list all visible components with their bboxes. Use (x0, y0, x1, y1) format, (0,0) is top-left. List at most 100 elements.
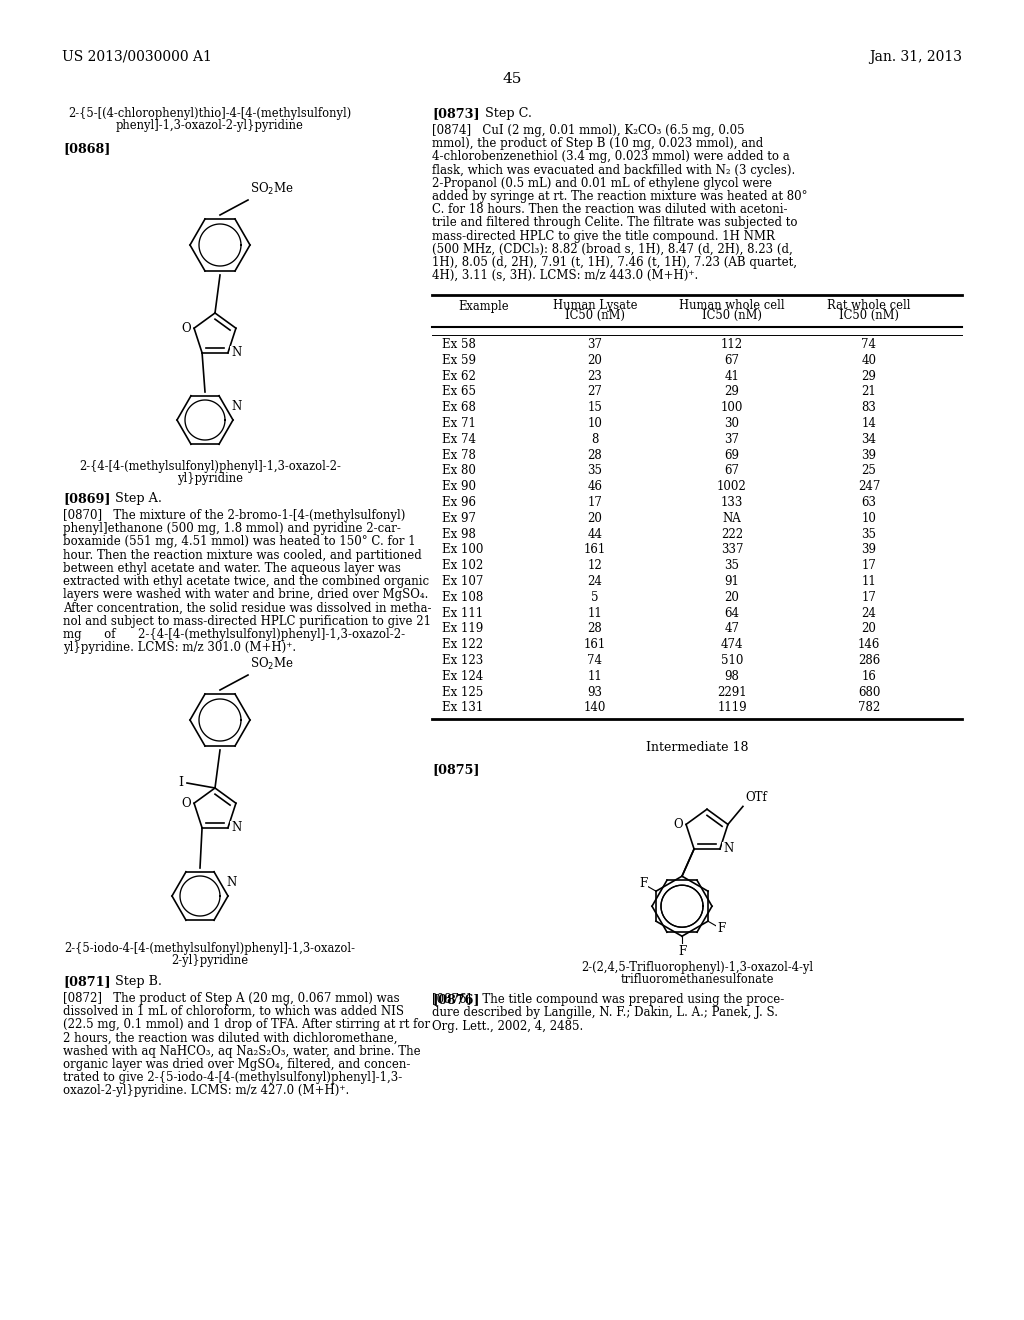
Text: 133: 133 (721, 496, 743, 510)
Text: Ex 100: Ex 100 (442, 544, 483, 557)
Text: 16: 16 (861, 669, 877, 682)
Text: yl}pyridine. LCMS: m/z 301.0 (M+H)⁺.: yl}pyridine. LCMS: m/z 301.0 (M+H)⁺. (63, 642, 296, 653)
Text: layers were washed with water and brine, dried over MgSO₄.: layers were washed with water and brine,… (63, 589, 428, 601)
Text: [0876]: [0876] (432, 993, 479, 1006)
Text: IC50 (nM): IC50 (nM) (839, 309, 899, 322)
Text: Example: Example (459, 300, 509, 313)
Text: IC50 (nM): IC50 (nM) (702, 309, 762, 322)
Text: 2 hours, the reaction was diluted with dichloromethane,: 2 hours, the reaction was diluted with d… (63, 1032, 397, 1044)
Text: 140: 140 (584, 701, 606, 714)
Text: 29: 29 (861, 370, 877, 383)
Text: Step B.: Step B. (115, 975, 162, 987)
Text: [0875]: [0875] (432, 763, 479, 776)
Text: 510: 510 (721, 653, 743, 667)
Text: 782: 782 (858, 701, 880, 714)
Text: [0872]   The product of Step A (20 mg, 0.067 mmol) was: [0872] The product of Step A (20 mg, 0.0… (63, 993, 399, 1005)
Text: oxazol-2-yl}pyridine. LCMS: m/z 427.0 (M+H)⁺.: oxazol-2-yl}pyridine. LCMS: m/z 427.0 (M… (63, 1085, 349, 1097)
Text: Ex 71: Ex 71 (442, 417, 476, 430)
Text: [0871]: [0871] (63, 975, 111, 987)
Text: 680: 680 (858, 685, 881, 698)
Text: 28: 28 (588, 449, 602, 462)
Text: 44: 44 (588, 528, 602, 541)
Text: 474: 474 (721, 638, 743, 651)
Text: washed with aq NaHCO₃, aq Na₂S₂O₃, water, and brine. The: washed with aq NaHCO₃, aq Na₂S₂O₃, water… (63, 1045, 421, 1057)
Text: N: N (723, 842, 733, 855)
Text: F: F (678, 945, 686, 958)
Text: Human Lysate: Human Lysate (553, 300, 637, 312)
Text: Ex 111: Ex 111 (442, 607, 483, 619)
Text: N: N (231, 821, 242, 834)
Text: 2291: 2291 (717, 685, 746, 698)
Text: 98: 98 (725, 669, 739, 682)
Text: 35: 35 (861, 528, 877, 541)
Text: 11: 11 (588, 669, 602, 682)
Text: 2-{4-[4-(methylsulfonyl)phenyl]-1,3-oxazol-2-: 2-{4-[4-(methylsulfonyl)phenyl]-1,3-oxaz… (79, 459, 341, 473)
Text: Ex 68: Ex 68 (442, 401, 476, 414)
Text: Ex 124: Ex 124 (442, 669, 483, 682)
Text: 2-(2,4,5-Trifluorophenyl)-1,3-oxazol-4-yl: 2-(2,4,5-Trifluorophenyl)-1,3-oxazol-4-y… (581, 961, 813, 974)
Text: organic layer was dried over MgSO₄, filtered, and concen-: organic layer was dried over MgSO₄, filt… (63, 1059, 411, 1071)
Text: Intermediate 18: Intermediate 18 (646, 742, 749, 754)
Text: mmol), the product of Step B (10 mg, 0.023 mmol), and: mmol), the product of Step B (10 mg, 0.0… (432, 137, 763, 150)
Text: SO$_2$Me: SO$_2$Me (250, 656, 294, 672)
Text: 21: 21 (861, 385, 877, 399)
Text: 20: 20 (588, 354, 602, 367)
Text: F: F (639, 878, 647, 890)
Text: N: N (231, 400, 242, 412)
Text: 14: 14 (861, 417, 877, 430)
Text: 29: 29 (725, 385, 739, 399)
Text: After concentration, the solid residue was dissolved in metha-: After concentration, the solid residue w… (63, 602, 431, 614)
Text: 2-{5-iodo-4-[4-(methylsulfonyl)phenyl]-1,3-oxazol-: 2-{5-iodo-4-[4-(methylsulfonyl)phenyl]-1… (65, 942, 355, 954)
Text: Ex 90: Ex 90 (442, 480, 476, 494)
Text: 27: 27 (588, 385, 602, 399)
Text: 100: 100 (721, 401, 743, 414)
Text: Ex 108: Ex 108 (442, 591, 483, 603)
Text: mass-directed HPLC to give the title compound. 1H NMR: mass-directed HPLC to give the title com… (432, 230, 775, 243)
Text: N: N (226, 875, 237, 888)
Text: US 2013/0030000 A1: US 2013/0030000 A1 (62, 50, 212, 63)
Text: 5: 5 (591, 591, 599, 603)
Text: 39: 39 (861, 449, 877, 462)
Text: 67: 67 (725, 465, 739, 478)
Text: 37: 37 (725, 433, 739, 446)
Text: 35: 35 (725, 560, 739, 572)
Text: between ethyl acetate and water. The aqueous layer was: between ethyl acetate and water. The aqu… (63, 562, 400, 574)
Text: Ex 78: Ex 78 (442, 449, 476, 462)
Text: Ex 74: Ex 74 (442, 433, 476, 446)
Text: Org. Lett., 2002, 4, 2485.: Org. Lett., 2002, 4, 2485. (432, 1019, 584, 1032)
Text: Ex 131: Ex 131 (442, 701, 483, 714)
Text: 83: 83 (861, 401, 877, 414)
Text: 1002: 1002 (717, 480, 746, 494)
Text: 146: 146 (858, 638, 881, 651)
Text: Ex 102: Ex 102 (442, 560, 483, 572)
Text: Ex 97: Ex 97 (442, 512, 476, 525)
Text: added by syringe at rt. The reaction mixture was heated at 80°: added by syringe at rt. The reaction mix… (432, 190, 808, 203)
Text: 2-{5-[(4-chlorophenyl)thio]-4-[4-(methylsulfonyl): 2-{5-[(4-chlorophenyl)thio]-4-[4-(methyl… (69, 107, 351, 120)
Text: 2-Propanol (0.5 mL) and 0.01 mL of ethylene glycol were: 2-Propanol (0.5 mL) and 0.01 mL of ethyl… (432, 177, 772, 190)
Text: 15: 15 (588, 401, 602, 414)
Text: 20: 20 (725, 591, 739, 603)
Text: 63: 63 (861, 496, 877, 510)
Text: 11: 11 (588, 607, 602, 619)
Text: 64: 64 (725, 607, 739, 619)
Text: Ex 107: Ex 107 (442, 576, 483, 587)
Text: 40: 40 (861, 354, 877, 367)
Text: OTf: OTf (744, 792, 767, 804)
Text: Ex 98: Ex 98 (442, 528, 476, 541)
Text: 10: 10 (588, 417, 602, 430)
Text: [0876]   The title compound was prepared using the proce-: [0876] The title compound was prepared u… (432, 993, 784, 1006)
Text: 161: 161 (584, 544, 606, 557)
Text: 17: 17 (861, 560, 877, 572)
Text: phenyl]ethanone (500 mg, 1.8 mmol) and pyridine 2-car-: phenyl]ethanone (500 mg, 1.8 mmol) and p… (63, 523, 400, 535)
Text: 74: 74 (861, 338, 877, 351)
Text: 67: 67 (725, 354, 739, 367)
Text: I: I (178, 776, 183, 789)
Text: [0874]   CuI (2 mg, 0.01 mmol), K₂CO₃ (6.5 mg, 0.05: [0874] CuI (2 mg, 0.01 mmol), K₂CO₃ (6.5… (432, 124, 744, 137)
Text: flask, which was evacuated and backfilled with N₂ (3 cycles).: flask, which was evacuated and backfille… (432, 164, 796, 177)
Text: 286: 286 (858, 653, 880, 667)
Text: 4H), 3.11 (s, 3H). LCMS: m/z 443.0 (M+H)⁺.: 4H), 3.11 (s, 3H). LCMS: m/z 443.0 (M+H)… (432, 269, 698, 282)
Text: 74: 74 (588, 653, 602, 667)
Text: yl}pyridine: yl}pyridine (177, 473, 243, 484)
Text: 69: 69 (725, 449, 739, 462)
Text: (22.5 mg, 0.1 mmol) and 1 drop of TFA. After stirring at rt for: (22.5 mg, 0.1 mmol) and 1 drop of TFA. A… (63, 1019, 430, 1031)
